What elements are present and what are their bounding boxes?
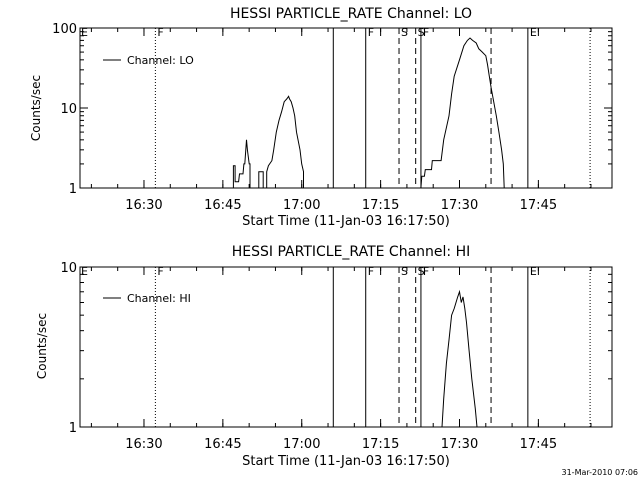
panel-hi-x-tick-label: 17:00 (283, 437, 320, 452)
panel-lo-legend-label: Channel: LO (127, 54, 194, 67)
panel-lo-xlabel: Start Time (11-Jan-03 16:17:50) (242, 214, 450, 229)
panel-hi-y-tick-label: 1 (69, 421, 77, 436)
panel-hi-plot-frame (79, 266, 613, 428)
panel-lo-event-marker-label: E (81, 26, 88, 39)
panel-lo-x-tick-label: 16:30 (125, 198, 162, 213)
panel-hi-event-marker-label: E (530, 265, 537, 278)
panel-lo-y-tick-label: 1 (69, 182, 77, 197)
panel-hi-legend-label: Channel: HI (127, 292, 191, 305)
panel-lo-series-line (232, 139, 251, 188)
panel-lo-event-marker-label: F (368, 26, 374, 39)
panel-lo-event-marker-label: S (401, 26, 408, 39)
panel-hi-event-marker-label: S (401, 265, 408, 278)
panel-hi-event-marker-label: F (368, 265, 374, 278)
panel-lo-event-marker-label: F (157, 26, 163, 39)
panel-lo-series-line (266, 95, 304, 188)
panel-hi-series-line (441, 289, 478, 428)
panel-lo-y-tick-label: 10 (60, 102, 77, 117)
panel-lo-axes: 16:30 16:45 17:00 17:15 17:30 17:45 1 10 100 (52, 22, 613, 213)
panel-hi-title: HESSI PARTICLE_RATE Channel: HI (232, 244, 470, 260)
panel-hi-event-marker-label: E (81, 265, 88, 278)
panel-hi-event-marker-label: F (157, 265, 163, 278)
panel-hi-x-tick-label: 17:45 (520, 437, 557, 452)
panel-lo-legend: Channel: LO (103, 54, 194, 67)
panel-lo-x-tick-label: 17:00 (283, 198, 320, 213)
panel-hi-x-tick-label: 17:15 (362, 437, 399, 452)
panel-lo-ylabel: Counts/sec (29, 75, 43, 141)
panel-hi-x-tick-label: 17:30 (441, 437, 478, 452)
panel-lo-series-line (420, 37, 505, 189)
panel-hi-x-tick-label: 16:30 (125, 437, 162, 452)
panel-hi-series (441, 289, 478, 428)
panel-hi: HESSI PARTICLE_RATE Channel: HI Counts/s… (35, 244, 613, 469)
panel-lo-series-line (258, 171, 264, 188)
panel-hi-event-marker-label: F (423, 265, 429, 278)
panel-hi-y-tick-label: 10 (60, 261, 77, 276)
panel-hi-x-tick-label: 16:45 (204, 437, 241, 452)
panel-lo-title: HESSI PARTICLE_RATE Channel: LO (230, 6, 472, 22)
footer-timestamp: 31-Mar-2010 07:06 (562, 468, 639, 477)
panel-lo-x-tick-label: 17:15 (362, 198, 399, 213)
panel-lo-x-tick-label: 16:45 (204, 198, 241, 213)
panel-hi-xlabel: Start Time (11-Jan-03 16:17:50) (242, 454, 450, 469)
panel-lo-y-tick-label: 100 (52, 22, 77, 37)
panel-hi-axes: 16:30 16:45 17:00 17:15 17:30 17:45 1 10 (60, 261, 613, 452)
panel-lo-x-tick-label: 17:30 (441, 198, 478, 213)
panel-lo-x-tick-label: 17:45 (520, 198, 557, 213)
panel-lo-event-marker-label: E (530, 26, 537, 39)
panel-hi-ylabel: Counts/sec (35, 313, 49, 379)
panel-lo-event-marker-label: F (423, 26, 429, 39)
panel-hi-legend: Channel: HI (103, 292, 191, 305)
panel-lo: HESSI PARTICLE_RATE Channel: LO Counts/s… (29, 6, 613, 229)
panel-lo-series (232, 37, 505, 189)
